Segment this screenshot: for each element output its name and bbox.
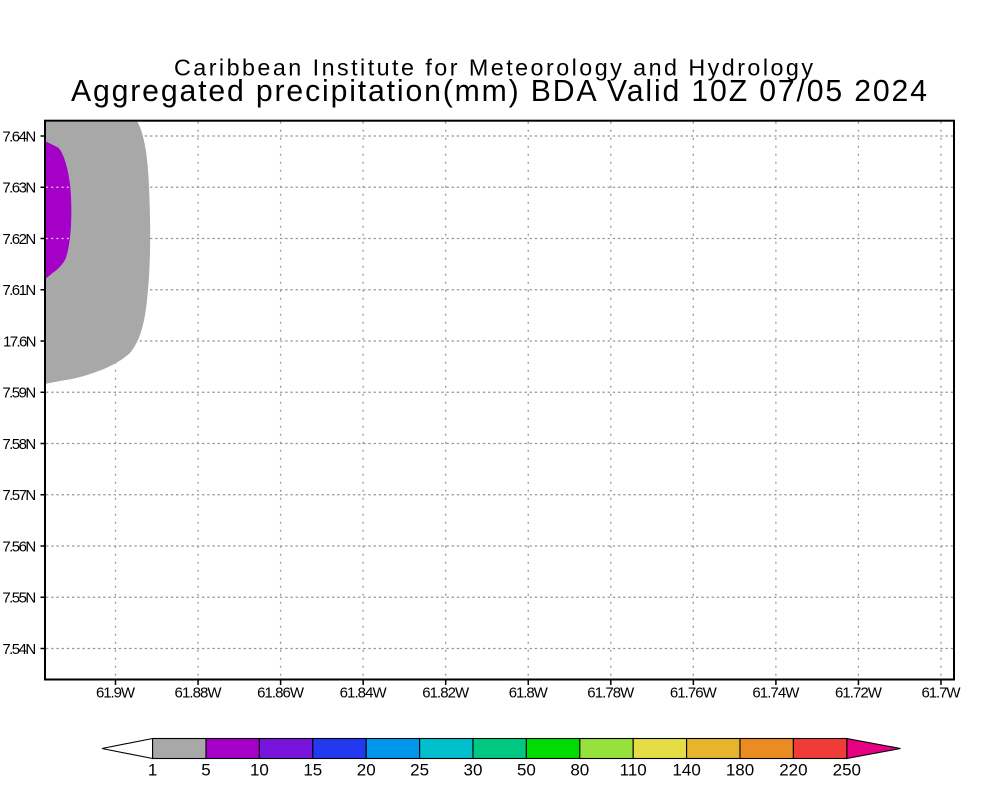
- svg-text:61.74W: 61.74W: [752, 685, 800, 702]
- svg-text:7.62N: 7.62N: [2, 231, 36, 248]
- svg-text:15: 15: [303, 760, 322, 779]
- svg-text:61.9W: 61.9W: [96, 685, 136, 702]
- svg-text:5: 5: [201, 760, 210, 779]
- svg-text:220: 220: [779, 760, 807, 779]
- svg-text:7.58N: 7.58N: [2, 436, 36, 453]
- svg-text:180: 180: [726, 760, 754, 779]
- svg-text:20: 20: [357, 760, 376, 779]
- svg-text:7.54N: 7.54N: [2, 641, 36, 658]
- svg-text:61.88W: 61.88W: [175, 685, 223, 702]
- svg-text:80: 80: [570, 760, 589, 779]
- svg-text:7.59N: 7.59N: [2, 385, 36, 402]
- svg-text:61.72W: 61.72W: [835, 685, 883, 702]
- svg-text:7.57N: 7.57N: [2, 487, 36, 504]
- svg-text:Caribbean Institute for Meteor: Caribbean Institute for Meteorology and …: [174, 55, 813, 81]
- svg-text:61.8W: 61.8W: [509, 685, 549, 702]
- svg-text:61.78W: 61.78W: [587, 685, 635, 702]
- svg-text:1: 1: [148, 760, 157, 779]
- svg-text:61.86W: 61.86W: [257, 685, 305, 702]
- svg-text:17.6N: 17.6N: [3, 333, 37, 350]
- svg-text:7.61N: 7.61N: [2, 282, 36, 299]
- svg-text:Aggregated precipitation(mm) B: Aggregated precipitation(mm) BDA Valid 1…: [71, 75, 927, 108]
- svg-text:7.55N: 7.55N: [2, 590, 36, 607]
- svg-text:25: 25: [410, 760, 429, 779]
- svg-text:61.84W: 61.84W: [340, 685, 388, 702]
- svg-text:30: 30: [464, 760, 483, 779]
- svg-text:61.82W: 61.82W: [422, 685, 470, 702]
- svg-text:10: 10: [250, 760, 269, 779]
- svg-text:7.64N: 7.64N: [2, 128, 36, 145]
- svg-text:110: 110: [620, 760, 647, 779]
- svg-text:7.56N: 7.56N: [2, 538, 36, 555]
- svg-text:140: 140: [672, 760, 700, 779]
- svg-text:61.7W: 61.7W: [922, 685, 962, 702]
- svg-text:7.63N: 7.63N: [2, 180, 36, 197]
- svg-text:250: 250: [833, 760, 861, 779]
- svg-text:50: 50: [517, 760, 536, 779]
- svg-text:61.76W: 61.76W: [670, 685, 718, 702]
